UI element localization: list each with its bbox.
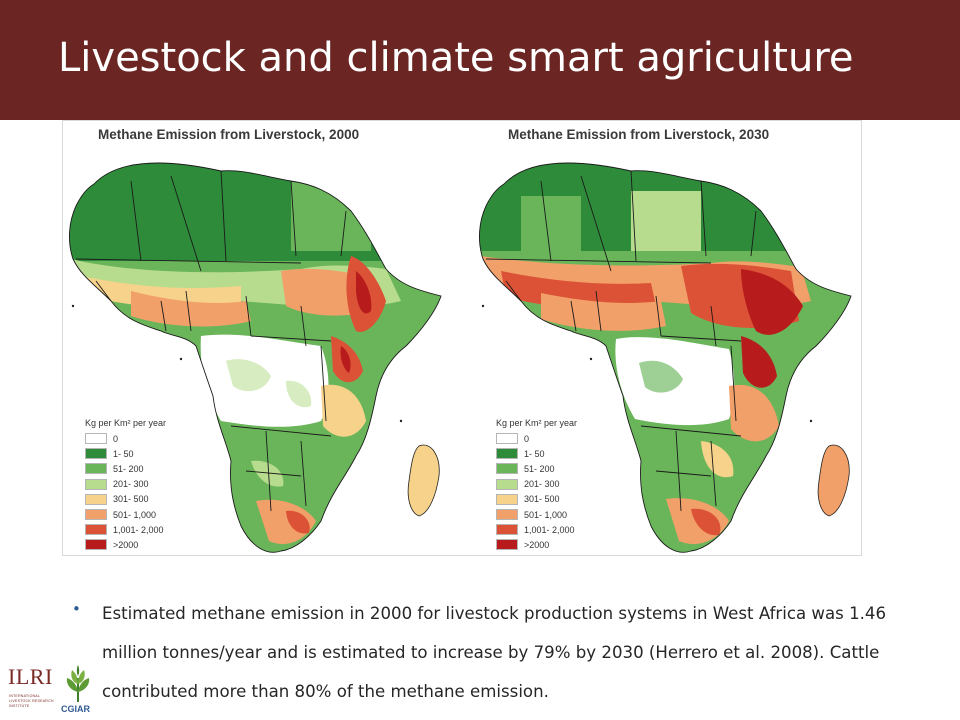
legend-swatch (496, 539, 518, 551)
slide-title: Livestock and climate smart agriculture (58, 35, 854, 81)
legend-item: 51- 200 (85, 461, 205, 476)
africa-map-2030 (478, 162, 852, 553)
legend-item: 201- 300 (85, 477, 205, 492)
legend-label: 501- 1,000 (524, 509, 568, 520)
legend-item: 501- 1,000 (85, 507, 205, 522)
legend-swatch (85, 463, 107, 475)
legend-label: 51- 200 (113, 463, 144, 474)
legend-swatch (85, 509, 107, 521)
legend-title: Kg per Km² per year (496, 418, 578, 428)
legend-label: 0 (113, 433, 119, 444)
africa-map-2000 (68, 162, 442, 553)
legend-label: 501- 1,000 (113, 509, 157, 520)
map-title: Methane Emission from Liverstock, 2000 (98, 127, 360, 142)
legend-swatch (85, 433, 107, 445)
legend-item: 0 (496, 431, 616, 446)
legend-item: 1- 50 (496, 446, 616, 461)
legend-label: 201- 300 (524, 479, 560, 490)
cgiar-logo-text: CGIAR (61, 704, 90, 714)
legend-label: 51- 200 (524, 463, 555, 474)
legend-swatch (496, 493, 518, 505)
ilri-logo-subtext: INTERNATIONAL LIVESTOCK RESEARCH INSTITU… (9, 694, 54, 708)
legend-item: >2000 (496, 537, 616, 552)
ilri-logo: ILRI INTERNATIONAL LIVESTOCK RESEARCH IN… (8, 664, 58, 716)
legend-2000: Kg per Km² per year 0 1- 50 51- 200 201-… (85, 418, 205, 553)
legend-label: 1- 50 (524, 448, 545, 459)
title-bar: Livestock and climate smart agriculture (0, 0, 960, 120)
legend-item: 1,001- 2,000 (496, 522, 616, 537)
map-figure: Methane Emission from Liverstock, 2000 (62, 120, 862, 556)
legend-swatch (496, 448, 518, 460)
bullet-text: Estimated methane emission in 2000 for l… (102, 604, 887, 701)
legend-label: 1- 50 (113, 448, 134, 459)
legend-swatch (496, 509, 518, 521)
legend-swatch (85, 478, 107, 490)
legend-item: 301- 500 (85, 492, 205, 507)
legend-item: 1,001- 2,000 (85, 522, 205, 537)
map-panel-2000: Methane Emission from Liverstock, 2000 (63, 121, 463, 555)
legend-swatch (85, 524, 107, 536)
legend-item: 301- 500 (496, 492, 616, 507)
legend-swatch (496, 524, 518, 536)
legend-item: >2000 (85, 537, 205, 552)
legend-label: 201- 300 (113, 479, 149, 490)
legend-label: 301- 500 (524, 494, 560, 505)
cgiar-plant-icon (66, 665, 90, 702)
legend-label: 301- 500 (113, 494, 149, 505)
map-title: Methane Emission from Liverstock, 2030 (508, 127, 770, 142)
bullet-dot-icon: • (72, 600, 81, 618)
legend-swatch (496, 463, 518, 475)
map-panel-2030: Methane Emission from Liverstock, 2030 (463, 121, 863, 555)
legend-label: 1,001- 2,000 (113, 524, 164, 535)
legend-swatch (85, 539, 107, 551)
cgiar-logo: CGIAR (58, 664, 98, 716)
legend-swatch (85, 493, 107, 505)
legend-item: 501- 1,000 (496, 507, 616, 522)
legend-swatch (496, 478, 518, 490)
legend-item: 1- 50 (85, 446, 205, 461)
legend-label: 0 (524, 433, 530, 444)
legend-item: 201- 300 (496, 477, 616, 492)
legend-item: 51- 200 (496, 461, 616, 476)
legend-swatch (496, 433, 518, 445)
legend-label: >2000 (524, 539, 550, 550)
ilri-logo-text: ILRI (8, 664, 53, 689)
legend-swatch (85, 448, 107, 460)
legend-2030: Kg per Km² per year 0 1- 50 51- 200 201-… (496, 418, 616, 553)
legend-item: 0 (85, 431, 205, 446)
legend-label: >2000 (113, 539, 139, 550)
legend-title: Kg per Km² per year (85, 418, 167, 428)
legend-label: 1,001- 2,000 (524, 524, 575, 535)
